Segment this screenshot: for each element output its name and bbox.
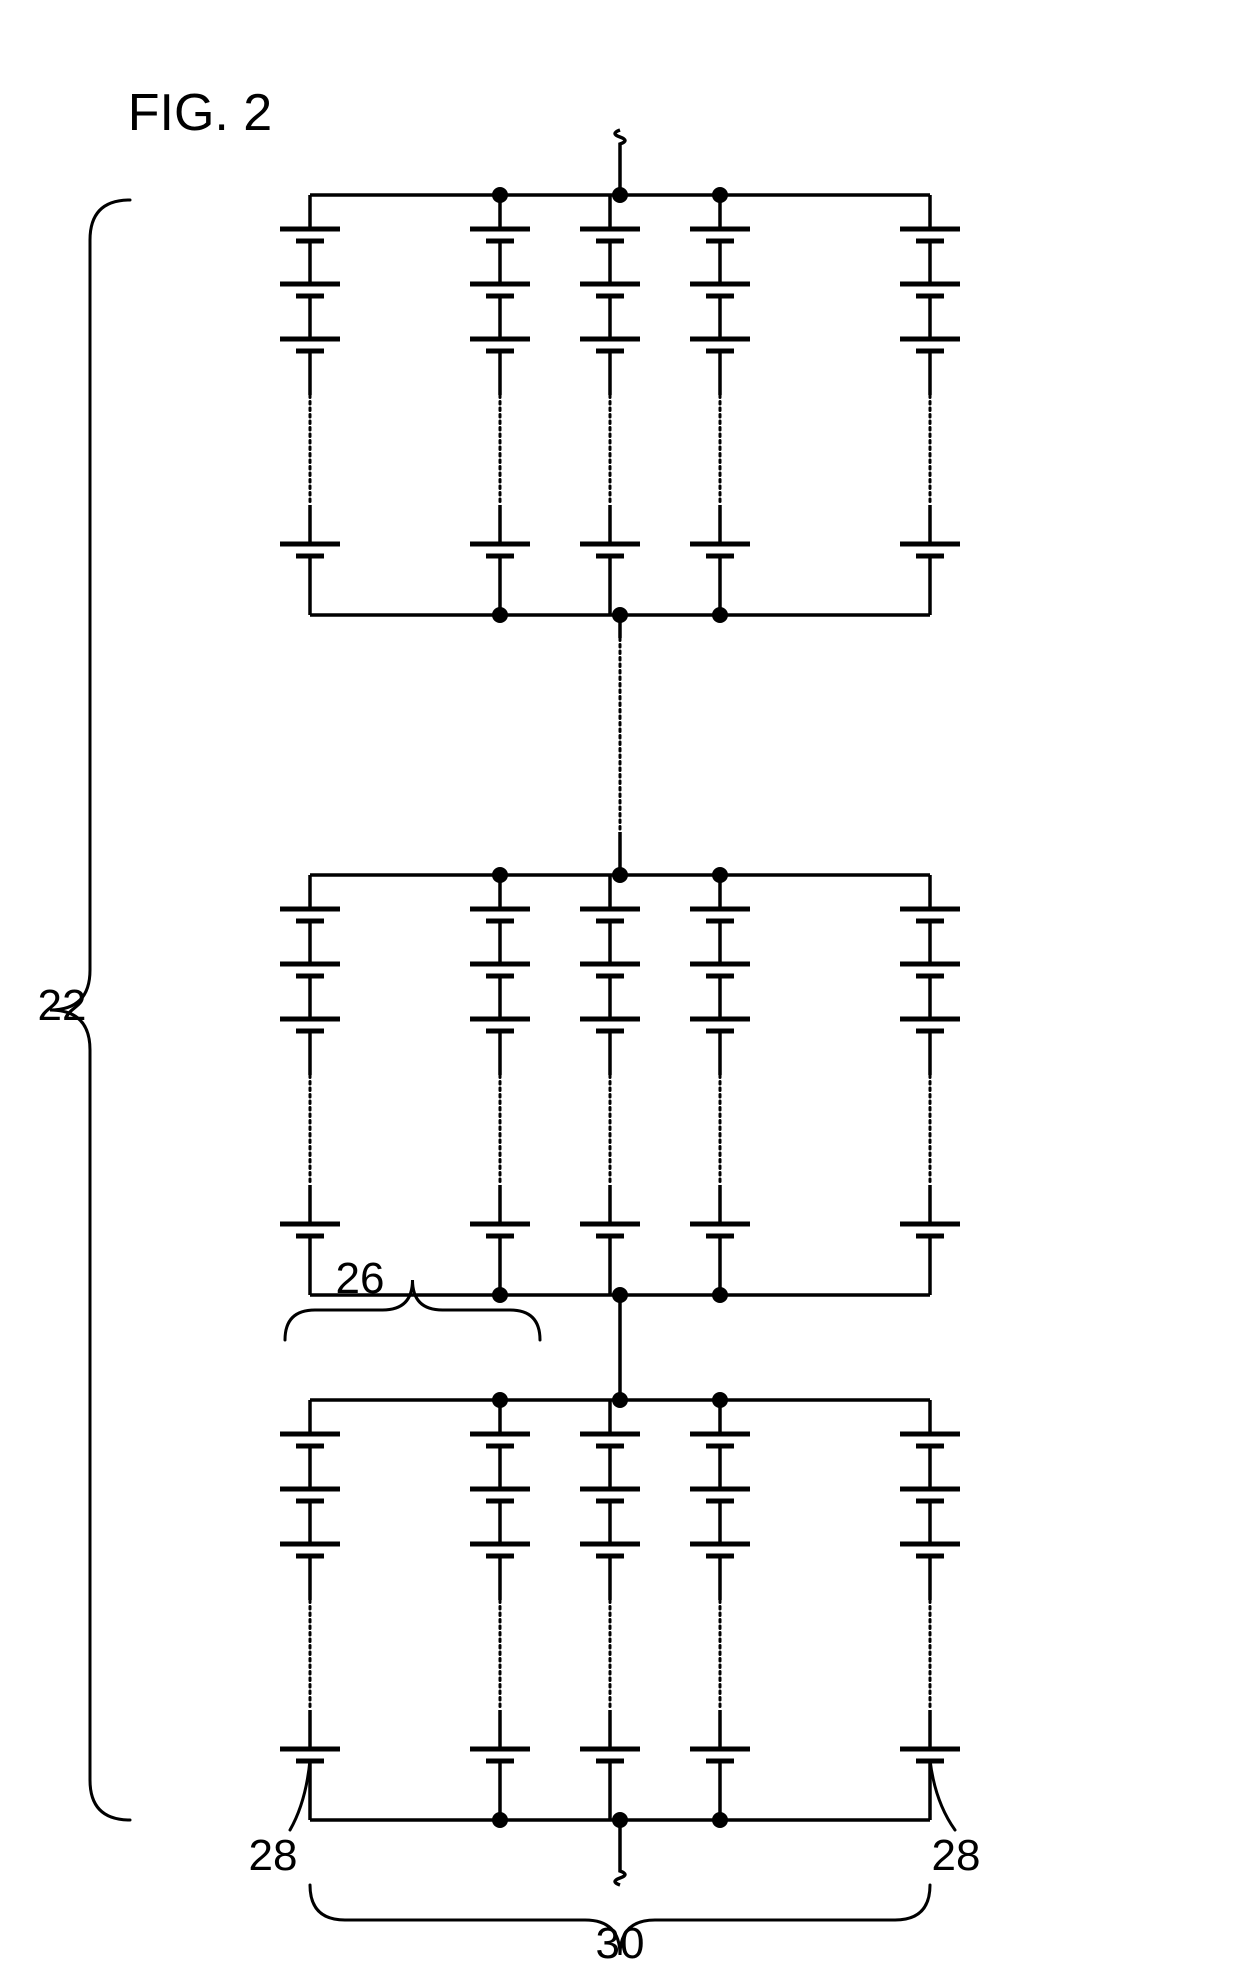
figure-title: FIG. 2 xyxy=(128,84,272,142)
module-2-branch-3-cell-1 xyxy=(690,284,750,296)
module-1-branch-1-cell-0 xyxy=(470,909,530,921)
module-2-branch-2-cell-3 xyxy=(580,544,640,556)
module-1-branch-1-cell-1 xyxy=(470,964,530,976)
module-0-branch-2-cell-2 xyxy=(580,1544,640,1556)
module-2-branch-2-cell-0 xyxy=(580,229,640,241)
module-2-branch-0-cell-2 xyxy=(280,339,340,351)
module-2-branch-4-cell-1 xyxy=(900,284,960,296)
module-1-branch-0-cell-3 xyxy=(280,1224,340,1236)
module-2-branch-4-cell-2 xyxy=(900,339,960,351)
module-0-branch-0-cell-2 xyxy=(280,1544,340,1556)
module-1-branch-2-cell-2 xyxy=(580,1019,640,1031)
module-1-branch-1-cell-3 xyxy=(470,1224,530,1236)
module-0-branch-2-cell-0 xyxy=(580,1434,640,1446)
module-1-branch-3-cell-2 xyxy=(690,1019,750,1031)
module-2-branch-0-cell-1 xyxy=(280,284,340,296)
module-0-branch-3-cell-0 xyxy=(690,1434,750,1446)
module-1-branch-0-cell-1 xyxy=(280,964,340,976)
module-2-branch-2-cell-2 xyxy=(580,339,640,351)
label-28b: 28 xyxy=(932,1831,981,1880)
module-0-branch-1-cell-3 xyxy=(470,1749,530,1761)
module-1-branch-2-cell-3 xyxy=(580,1224,640,1236)
external-lead-top xyxy=(615,130,625,195)
module-0-branch-4-cell-1 xyxy=(900,1489,960,1501)
module-0-branch-4-cell-0 xyxy=(900,1434,960,1446)
module-1-branch-3-cell-1 xyxy=(690,964,750,976)
module-1-branch-4-cell-1 xyxy=(900,964,960,976)
module-2-branch-1-cell-1 xyxy=(470,284,530,296)
module-2-top-node-0 xyxy=(492,187,508,203)
module-2-branch-4-cell-3 xyxy=(900,544,960,556)
module-2-branch-3-cell-3 xyxy=(690,544,750,556)
module-2-branch-2-cell-1 xyxy=(580,284,640,296)
module-2-branch-0-cell-0 xyxy=(280,229,340,241)
leader-28a xyxy=(290,1760,310,1830)
module-1-bot-node-2 xyxy=(712,1287,728,1303)
module-1-branch-2-cell-1 xyxy=(580,964,640,976)
module-2-branch-1-cell-2 xyxy=(470,339,530,351)
label-26: 26 xyxy=(336,1254,385,1303)
module-0-branch-3-cell-1 xyxy=(690,1489,750,1501)
module-0-branch-1-cell-0 xyxy=(470,1434,530,1446)
module-1-branch-3-cell-3 xyxy=(690,1224,750,1236)
module-1-bot-node-0 xyxy=(492,1287,508,1303)
label-22: 22 xyxy=(38,981,87,1030)
module-0-branch-3-cell-3 xyxy=(690,1749,750,1761)
module-0-branch-2-cell-3 xyxy=(580,1749,640,1761)
module-0-branch-2-cell-1 xyxy=(580,1489,640,1501)
module-0-branch-3-cell-2 xyxy=(690,1544,750,1556)
module-2-branch-3-cell-2 xyxy=(690,339,750,351)
leader-28b xyxy=(930,1760,955,1830)
module-2-branch-3-cell-0 xyxy=(690,229,750,241)
module-0-top-node-0 xyxy=(492,1392,508,1408)
module-1-branch-0-cell-2 xyxy=(280,1019,340,1031)
module-2-branch-1-cell-3 xyxy=(470,544,530,556)
module-1-branch-2-cell-0 xyxy=(580,909,640,921)
module-0-branch-0-cell-0 xyxy=(280,1434,340,1446)
module-2-top-node-2 xyxy=(712,187,728,203)
module-0-branch-1-cell-1 xyxy=(470,1489,530,1501)
module-0-branch-4-cell-2 xyxy=(900,1544,960,1556)
module-0-bot-node-0 xyxy=(492,1812,508,1828)
module-1-branch-4-cell-3 xyxy=(900,1224,960,1236)
external-lead-bottom xyxy=(615,1820,625,1885)
label-30: 30 xyxy=(596,1919,645,1968)
module-2-bot-node-2 xyxy=(712,607,728,623)
module-1-branch-3-cell-0 xyxy=(690,909,750,921)
module-1-top-node-0 xyxy=(492,867,508,883)
module-0-branch-0-cell-1 xyxy=(280,1489,340,1501)
module-2-bot-node-0 xyxy=(492,607,508,623)
module-1-branch-4-cell-2 xyxy=(900,1019,960,1031)
module-2-branch-0-cell-3 xyxy=(280,544,340,556)
module-0-bot-node-2 xyxy=(712,1812,728,1828)
module-1-top-node-2 xyxy=(712,867,728,883)
module-1-branch-1-cell-2 xyxy=(470,1019,530,1031)
module-0-top-node-2 xyxy=(712,1392,728,1408)
module-1-branch-4-cell-0 xyxy=(900,909,960,921)
module-2-branch-1-cell-0 xyxy=(470,229,530,241)
label-28a: 28 xyxy=(249,1831,298,1880)
module-1-branch-0-cell-0 xyxy=(280,909,340,921)
module-2-branch-4-cell-0 xyxy=(900,229,960,241)
module-0-branch-1-cell-2 xyxy=(470,1544,530,1556)
